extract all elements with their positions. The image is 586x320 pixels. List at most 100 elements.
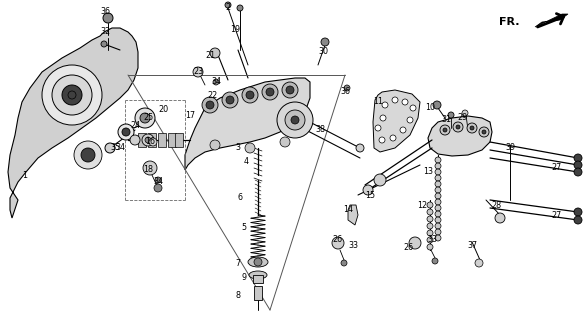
Circle shape	[435, 229, 441, 235]
Text: 26: 26	[332, 236, 342, 244]
Polygon shape	[8, 28, 138, 218]
Circle shape	[479, 127, 489, 137]
Polygon shape	[348, 205, 358, 225]
Circle shape	[52, 75, 92, 115]
Circle shape	[427, 237, 433, 243]
Text: 33: 33	[348, 241, 358, 250]
Circle shape	[254, 258, 262, 266]
Bar	[253, 275, 263, 283]
Circle shape	[81, 148, 95, 162]
Circle shape	[574, 154, 582, 162]
Circle shape	[363, 185, 373, 195]
Circle shape	[210, 140, 220, 150]
Circle shape	[435, 211, 441, 217]
Bar	[158, 133, 166, 147]
Text: 2: 2	[226, 4, 230, 12]
Circle shape	[42, 65, 102, 125]
Circle shape	[74, 141, 102, 169]
Text: 24: 24	[130, 121, 140, 130]
Circle shape	[382, 102, 388, 108]
Circle shape	[435, 205, 441, 211]
Circle shape	[285, 110, 305, 130]
Circle shape	[380, 115, 386, 121]
Text: 25: 25	[143, 114, 153, 123]
Circle shape	[435, 223, 441, 229]
Text: 38: 38	[315, 125, 325, 134]
Text: 3: 3	[236, 143, 240, 153]
Circle shape	[101, 41, 107, 47]
Circle shape	[193, 67, 203, 77]
Text: 33: 33	[427, 236, 437, 244]
Text: 14: 14	[343, 205, 353, 214]
Circle shape	[206, 101, 214, 109]
Text: 15: 15	[365, 190, 375, 199]
Text: 34: 34	[153, 178, 163, 187]
Text: 32: 32	[100, 28, 110, 36]
Polygon shape	[373, 90, 420, 152]
Circle shape	[390, 135, 396, 141]
Circle shape	[574, 161, 582, 169]
Circle shape	[470, 126, 474, 130]
Text: 36: 36	[100, 7, 110, 17]
Circle shape	[432, 258, 438, 264]
Circle shape	[332, 237, 344, 249]
Circle shape	[149, 138, 157, 146]
Circle shape	[453, 122, 463, 132]
Circle shape	[435, 181, 441, 187]
Circle shape	[130, 135, 140, 145]
Circle shape	[379, 137, 385, 143]
Bar	[254, 286, 262, 300]
Circle shape	[118, 124, 134, 140]
Circle shape	[155, 177, 161, 183]
Text: 34: 34	[211, 77, 221, 86]
Circle shape	[210, 48, 220, 58]
Circle shape	[433, 101, 441, 109]
Circle shape	[105, 143, 115, 153]
Circle shape	[237, 5, 243, 11]
Text: 12: 12	[417, 201, 427, 210]
Text: 30: 30	[318, 47, 328, 57]
Circle shape	[495, 213, 505, 223]
Circle shape	[202, 97, 218, 113]
Text: 9: 9	[241, 274, 247, 283]
Circle shape	[467, 123, 477, 133]
Circle shape	[435, 193, 441, 199]
Text: 4: 4	[244, 157, 248, 166]
Circle shape	[440, 125, 450, 135]
Circle shape	[140, 113, 150, 123]
Circle shape	[427, 230, 433, 236]
Circle shape	[435, 199, 441, 205]
Text: 39: 39	[505, 143, 515, 153]
Circle shape	[135, 108, 155, 128]
Circle shape	[400, 127, 406, 133]
Text: 36: 36	[340, 87, 350, 97]
Bar	[148, 133, 156, 147]
Circle shape	[435, 187, 441, 193]
Text: FR.: FR.	[499, 17, 520, 27]
Bar	[175, 133, 183, 147]
Circle shape	[282, 82, 298, 98]
Text: 27: 27	[551, 211, 561, 220]
Circle shape	[344, 85, 350, 91]
Circle shape	[427, 223, 433, 229]
Circle shape	[262, 84, 278, 100]
Circle shape	[462, 110, 468, 116]
Circle shape	[266, 88, 274, 96]
Circle shape	[402, 99, 408, 105]
Text: 21: 21	[205, 51, 215, 60]
Circle shape	[68, 91, 76, 99]
Text: 28: 28	[491, 201, 501, 210]
Text: 18: 18	[143, 165, 153, 174]
Text: 13: 13	[423, 167, 433, 177]
Circle shape	[427, 244, 433, 250]
Text: 1: 1	[22, 171, 28, 180]
Circle shape	[574, 216, 582, 224]
Circle shape	[154, 184, 162, 192]
Circle shape	[356, 144, 364, 152]
Circle shape	[482, 130, 486, 134]
Circle shape	[226, 96, 234, 104]
Text: 6: 6	[237, 194, 243, 203]
Circle shape	[410, 105, 416, 111]
Circle shape	[245, 143, 255, 153]
Text: 29: 29	[457, 114, 467, 123]
